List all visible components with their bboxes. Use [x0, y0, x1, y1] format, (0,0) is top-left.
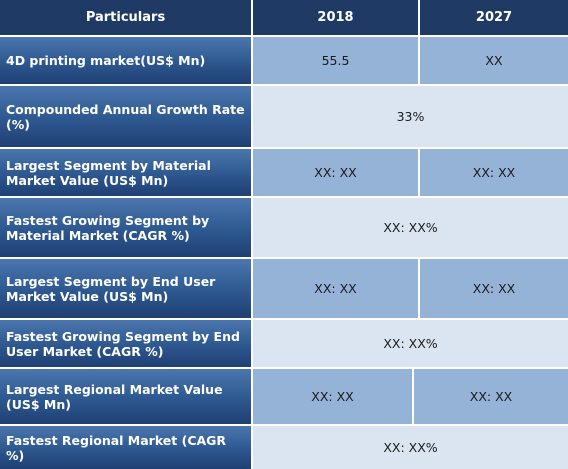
row-label-fastest-regional: Fastest Regional Market (CAGR %): [0, 426, 251, 469]
row-value-largest-end-user-2027: XX: XX: [420, 259, 568, 318]
row-label-largest-material: Largest Segment by Material Market Value…: [0, 149, 251, 196]
row-label-largest-regional: Largest Regional Market Value (US$ Mn): [0, 369, 251, 424]
row-value-fastest-regional: XX: XX%: [253, 426, 568, 469]
row-label-cagr: Compounded Annual Growth Rate (%): [0, 86, 251, 147]
row-value-largest-end-user-2018: XX: XX: [253, 259, 418, 318]
row-label-market-size: 4D printing market(US$ Mn): [0, 37, 251, 84]
header-2018: 2018: [253, 0, 418, 35]
header-2027: 2027: [420, 0, 568, 35]
row-value-cagr: 33%: [253, 86, 568, 147]
row-value-largest-regional-2027: XX: XX: [414, 369, 568, 424]
row-value-fastest-material: XX: XX%: [253, 198, 568, 257]
row-label-fastest-end-user: Fastest Growing Segment by End User Mark…: [0, 320, 251, 367]
header-particulars: Particulars: [0, 0, 251, 35]
row-label-fastest-material: Fastest Growing Segment by Material Mark…: [0, 198, 251, 257]
row-value-market-size-2018: 55.5: [253, 37, 418, 84]
row-value-fastest-end-user: XX: XX%: [253, 320, 568, 367]
row-value-largest-material-2018: XX: XX: [253, 149, 418, 196]
row-value-largest-regional-2018: XX: XX: [253, 369, 412, 424]
row-value-largest-material-2027: XX: XX: [420, 149, 568, 196]
row-label-largest-end-user: Largest Segment by End User Market Value…: [0, 259, 251, 318]
row-value-market-size-2027: XX: [420, 37, 568, 84]
